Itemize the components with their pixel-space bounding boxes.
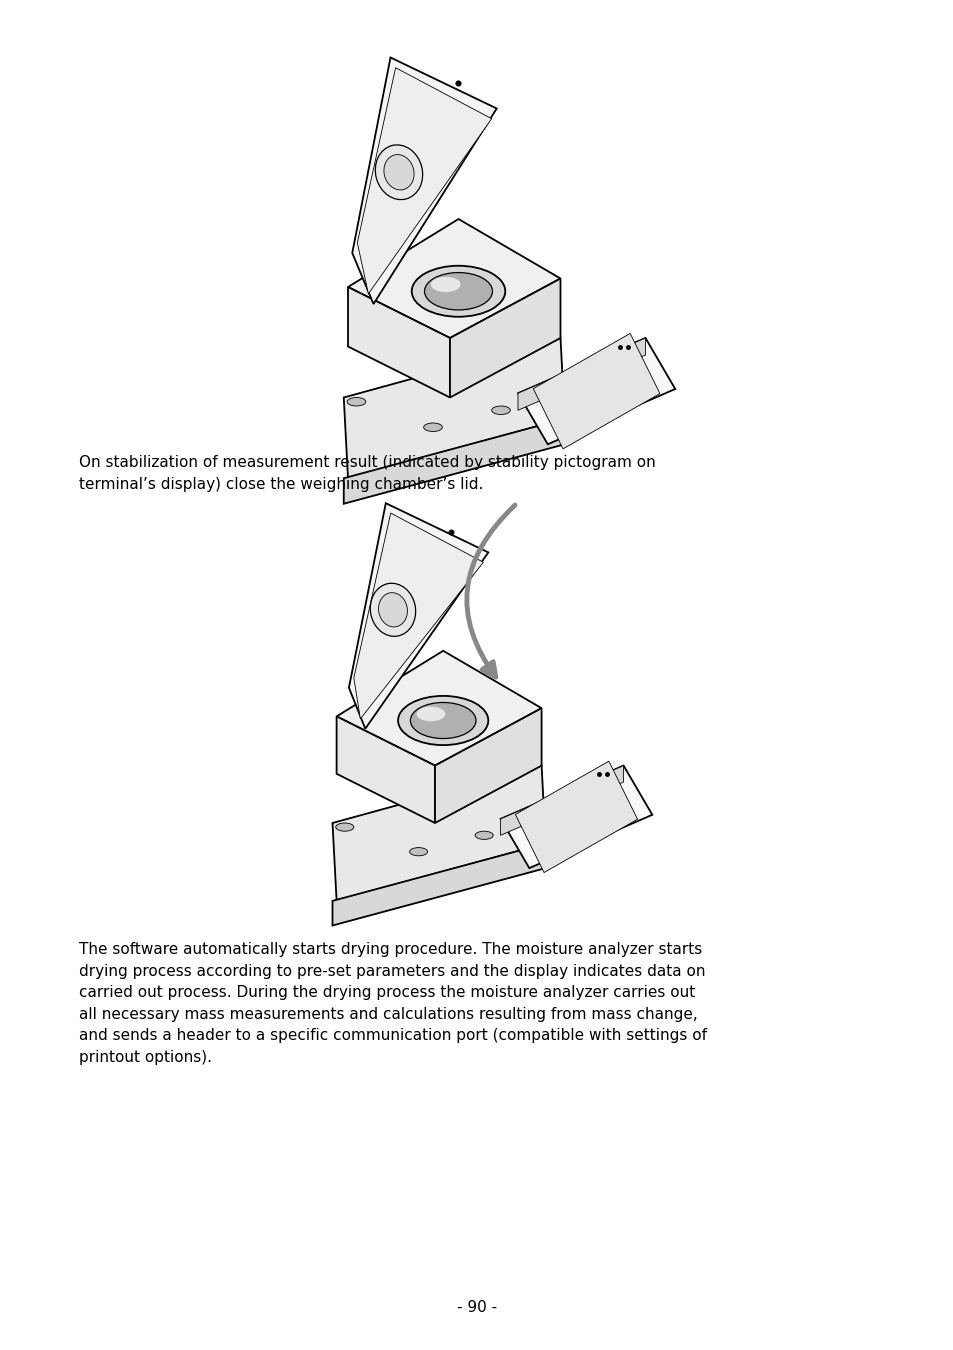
Ellipse shape [491, 406, 510, 414]
Ellipse shape [475, 832, 493, 840]
Polygon shape [500, 765, 623, 836]
Polygon shape [338, 828, 351, 842]
Polygon shape [426, 427, 439, 443]
Polygon shape [343, 418, 564, 504]
Polygon shape [336, 651, 541, 765]
Ellipse shape [423, 423, 442, 432]
Polygon shape [350, 402, 363, 417]
Ellipse shape [410, 702, 476, 738]
Polygon shape [500, 765, 652, 868]
Ellipse shape [409, 848, 427, 856]
Polygon shape [544, 385, 558, 400]
Ellipse shape [397, 695, 488, 745]
Polygon shape [412, 852, 425, 867]
Text: - 90 -: - 90 - [456, 1300, 497, 1315]
Ellipse shape [416, 706, 445, 721]
Ellipse shape [383, 155, 414, 190]
Polygon shape [354, 513, 483, 718]
Polygon shape [333, 844, 545, 926]
Polygon shape [333, 765, 545, 900]
Ellipse shape [378, 593, 407, 626]
Polygon shape [357, 68, 491, 294]
Ellipse shape [412, 266, 505, 317]
Polygon shape [348, 219, 560, 338]
Ellipse shape [370, 583, 416, 636]
Polygon shape [477, 836, 490, 850]
FancyArrowPatch shape [466, 505, 515, 676]
Polygon shape [526, 811, 539, 825]
Ellipse shape [375, 144, 422, 200]
Polygon shape [533, 333, 659, 448]
Polygon shape [348, 288, 450, 397]
Polygon shape [343, 338, 564, 478]
Text: On stabilization of measurement result (indicated by stability pictogram on
term: On stabilization of measurement result (… [79, 455, 656, 491]
Polygon shape [494, 410, 507, 425]
Ellipse shape [424, 273, 492, 311]
Ellipse shape [335, 824, 354, 832]
Polygon shape [336, 717, 435, 824]
Ellipse shape [347, 397, 365, 406]
Polygon shape [435, 709, 541, 824]
Polygon shape [517, 338, 645, 410]
Polygon shape [352, 58, 497, 304]
Polygon shape [349, 504, 488, 729]
Polygon shape [450, 278, 560, 397]
Ellipse shape [431, 277, 460, 292]
Text: The software automatically starts drying procedure. The moisture analyzer starts: The software automatically starts drying… [79, 942, 706, 1065]
Polygon shape [517, 338, 675, 444]
Ellipse shape [542, 381, 560, 389]
Ellipse shape [524, 806, 542, 815]
Polygon shape [515, 761, 637, 872]
